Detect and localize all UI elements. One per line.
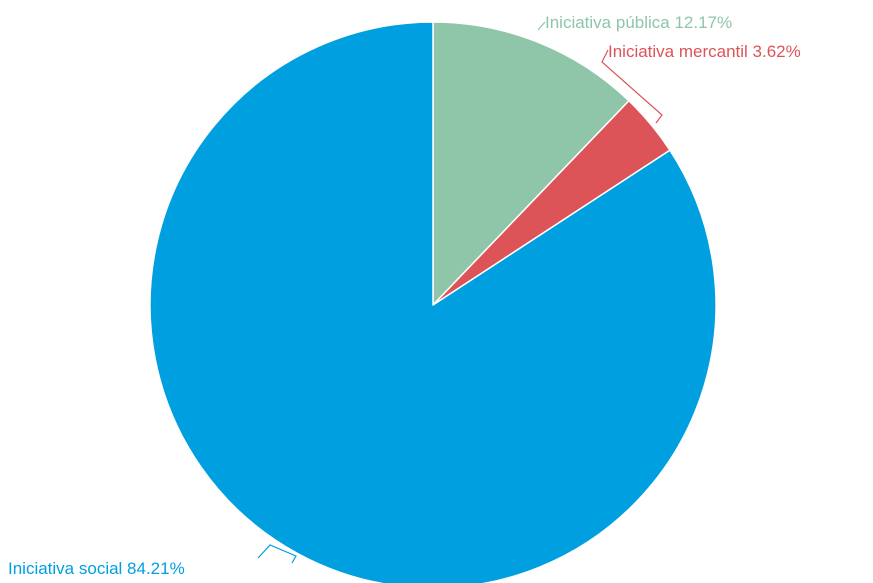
slice-label-iniciativa-mercantil: Iniciativa mercantil 3.62% [608,42,801,61]
pie-slice-iniciativa-social [149,21,717,583]
pie-slice-iniciativa-publica [432,21,630,306]
leader-line-iniciativa-mercantil [601,49,663,124]
slice-labels-layer: Iniciativa pública 12.17% Iniciativa merc… [8,13,801,578]
slice-label-iniciativa-publica: Iniciativa pública 12.17% [545,13,732,32]
leader-line-iniciativa-publica [537,21,546,31]
leader-lines-layer [257,21,663,564]
leader-line-iniciativa-social [257,544,297,564]
slices-layer [149,21,717,583]
slice-label-iniciativa-social: Iniciativa social 84.21% [8,559,185,578]
